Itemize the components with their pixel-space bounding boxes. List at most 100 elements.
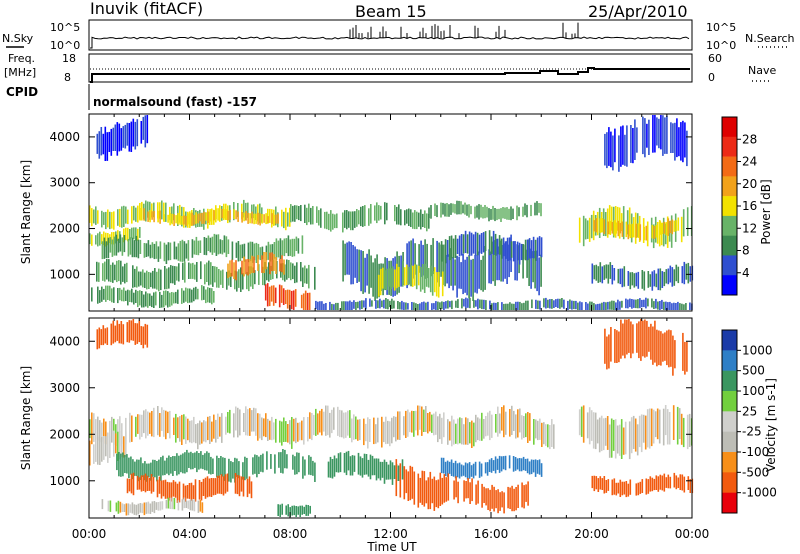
heatmap-cell [573, 300, 575, 310]
heatmap-cell [522, 244, 524, 279]
heatmap-cell [609, 262, 612, 279]
heatmap-cell [131, 502, 134, 514]
heatmap-cell [177, 243, 180, 261]
heatmap-cell [393, 416, 395, 438]
heatmap-cell [339, 452, 342, 473]
heatmap-cell [669, 265, 672, 283]
heatmap-cell [654, 115, 656, 153]
heatmap-cell [472, 258, 474, 301]
heatmap-cell [467, 418, 469, 445]
heatmap-cell [579, 301, 581, 310]
heatmap-cell [120, 453, 122, 477]
heatmap-cell [543, 422, 545, 445]
heatmap-cell [470, 465, 473, 477]
heatmap-cell [474, 231, 477, 256]
heatmap-cell [490, 251, 492, 284]
heatmap-cell [423, 471, 426, 507]
heatmap-cell [504, 243, 506, 279]
heatmap-cell [105, 241, 108, 259]
heatmap-cell [614, 419, 617, 459]
heatmap-cell [334, 214, 336, 229]
heatmap-cell [224, 457, 226, 481]
heatmap-cell [409, 265, 412, 286]
heatmap-cell [144, 473, 147, 493]
heatmap-cell [136, 266, 138, 288]
heatmap-cell [488, 230, 491, 256]
heatmap-cell [120, 321, 123, 344]
heatmap-cell [314, 266, 316, 290]
heatmap-cell [161, 501, 164, 510]
heatmap-cell [636, 424, 639, 456]
heatmap-cell [435, 272, 438, 297]
heatmap-cell [451, 300, 453, 310]
heatmap-cell [240, 267, 242, 292]
heatmap-cell [665, 301, 667, 310]
heatmap-cell [449, 301, 451, 308]
heatmap-cell [184, 485, 187, 502]
heatmap-cell [557, 298, 559, 308]
heatmap-cell [630, 125, 632, 163]
heatmap-cell [677, 217, 680, 231]
heatmap-cell [235, 210, 237, 220]
heatmap-cell [439, 413, 441, 440]
heatmap-cell [477, 417, 479, 441]
heatmap-cell [298, 452, 300, 473]
heatmap-cell [351, 455, 354, 476]
heatmap-cell [540, 463, 543, 477]
heatmap-cell [151, 501, 154, 512]
heatmap-cell [317, 301, 319, 310]
heatmap-region [440, 230, 543, 265]
freq-tick-bottom: 8 [64, 71, 71, 84]
heatmap-cell [249, 241, 252, 262]
heatmap-region [315, 297, 693, 310]
heatmap-cell [374, 205, 376, 221]
heatmap-cell [95, 235, 97, 245]
heatmap-cell [299, 422, 301, 441]
heatmap-cell [674, 340, 676, 369]
heatmap-cell [270, 454, 272, 469]
heatmap-cell [232, 462, 234, 479]
heatmap-cell [632, 128, 634, 164]
heatmap-cell [281, 503, 283, 515]
heatmap-cell [292, 290, 295, 310]
heatmap-cell [223, 235, 226, 253]
heatmap-cell [675, 264, 678, 282]
heatmap-cell [198, 480, 201, 500]
heatmap-cell [205, 237, 208, 256]
heatmap-cell [516, 205, 518, 221]
heatmap-cell [195, 286, 197, 300]
heatmap-cell [452, 257, 454, 291]
heatmap-cell [628, 207, 631, 237]
heatmap-cell [411, 302, 413, 310]
heatmap-cell [413, 264, 416, 286]
heatmap-cell [481, 299, 483, 310]
heatmap-cell [521, 482, 523, 508]
colorbar-tick-label: 20 [742, 177, 757, 191]
heatmap-cell [289, 239, 292, 256]
heatmap-cell [290, 290, 293, 310]
heatmap-cell [286, 259, 288, 280]
heatmap-cell [489, 489, 491, 512]
heatmap-cell [122, 452, 124, 477]
heatmap-cell [294, 205, 296, 222]
heatmap-cell [506, 237, 509, 261]
heatmap-cell [347, 301, 349, 310]
heatmap-cell [484, 231, 487, 251]
heatmap-cell [135, 416, 137, 437]
heatmap-cell [681, 303, 683, 310]
heatmap-cell [662, 333, 664, 362]
heatmap-cell [610, 206, 613, 231]
heatmap-cell [391, 266, 394, 288]
heatmap-cell [352, 245, 354, 285]
heatmap-cell [179, 215, 181, 225]
heatmap-cell [190, 263, 192, 279]
heatmap-cell [646, 123, 648, 148]
heatmap-cell [474, 461, 477, 476]
heatmap-cell [526, 249, 528, 278]
nsky-tick-top-right: 10^5 [706, 21, 736, 34]
heatmap-cell [535, 299, 537, 309]
heatmap-cell [444, 203, 446, 217]
heatmap-cell [555, 299, 557, 307]
